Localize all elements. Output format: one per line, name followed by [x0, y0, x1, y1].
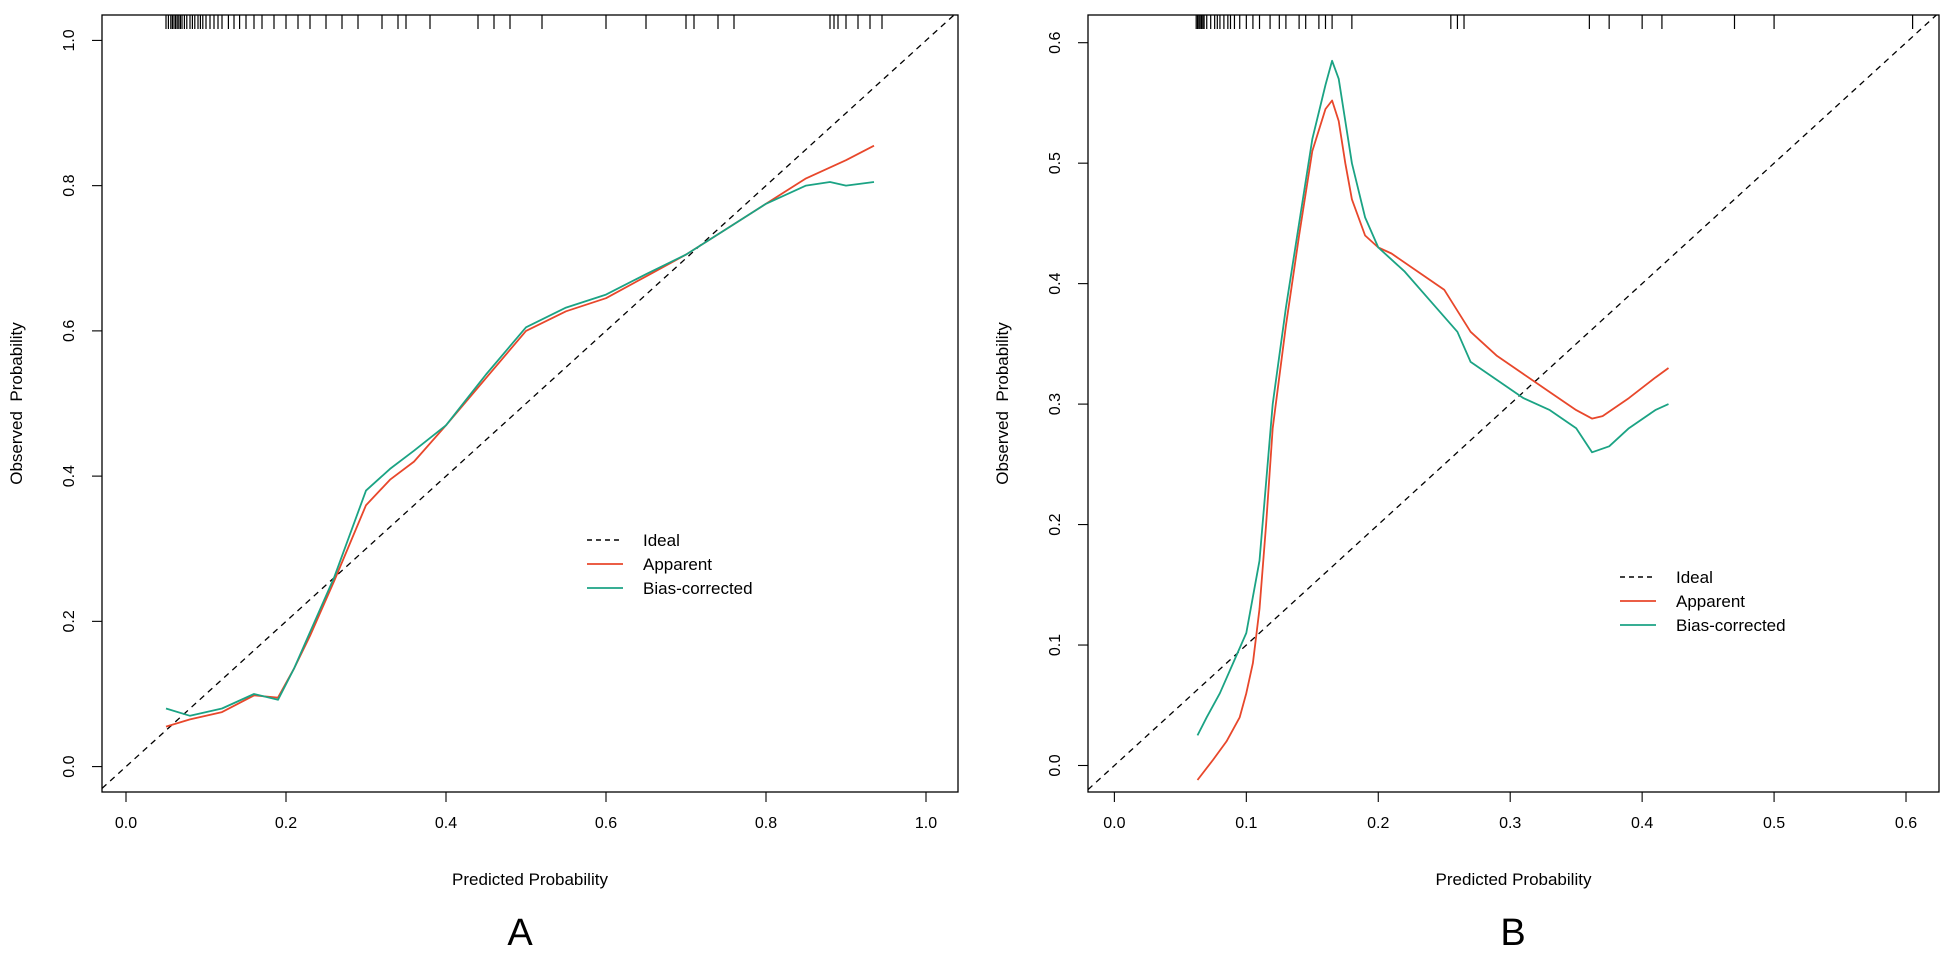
x-tick-label: 0.2 — [1367, 815, 1389, 832]
series-line-bias-corrected — [165, 181, 875, 717]
y-tick-label: 0.3 — [1047, 393, 1064, 415]
y-axis-title: Observed Probability — [7, 322, 26, 485]
y-tick-label: 0.4 — [1047, 272, 1064, 294]
y-tick-label: 0.0 — [61, 755, 78, 777]
y-tick-label: 1.0 — [61, 29, 78, 51]
y-tick-label: 0.6 — [1047, 31, 1064, 53]
y-tick-label: 0.4 — [61, 465, 78, 487]
legend-label-ideal: Ideal — [643, 531, 680, 550]
y-tick-label: 0.8 — [61, 174, 78, 196]
y-tick-label: 0.2 — [1047, 513, 1064, 535]
panel-label: B — [1500, 912, 1525, 954]
x-tick-label: 0.6 — [595, 815, 617, 832]
plot-area — [102, 15, 956, 789]
x-tick-label: 0.0 — [115, 815, 137, 832]
x-axis-title: Predicted Probability — [452, 870, 608, 889]
x-tick-label: 0.0 — [1103, 815, 1125, 832]
x-tick-label: 1.0 — [915, 815, 937, 832]
legend-label-apparent: Apparent — [643, 555, 712, 574]
series-line-bias-corrected — [1196, 59, 1669, 736]
legend: Ideal Apparent Bias-corrected — [587, 531, 753, 598]
legend-label-ideal: Ideal — [1676, 568, 1713, 587]
x-tick-label: 0.5 — [1763, 815, 1785, 832]
x-tick-label: 0.4 — [435, 815, 457, 832]
series-line-apparent — [1196, 99, 1670, 781]
series-line-ideal — [1088, 15, 1938, 791]
y-tick-label: 0.1 — [1047, 634, 1064, 656]
y-tick-label: 0.5 — [1047, 152, 1064, 174]
panel-label: A — [507, 912, 533, 954]
y-tick-label: 0.0 — [1047, 754, 1064, 776]
plot-frame — [101, 14, 959, 793]
x-tick-label: 0.6 — [1895, 815, 1917, 832]
y-tick-label: 0.6 — [61, 320, 78, 342]
calibration-panel-a: 0.0 0.2 0.4 0.6 0.8 1.0 0.0 0.2 0.4 0.6 0.8 1.0 Pred… — [7, 14, 959, 954]
plot-frame — [1087, 14, 1940, 793]
legend: Ideal Apparent Bias-corrected — [1620, 568, 1786, 635]
y-axis-title: Observed Probability — [993, 322, 1012, 485]
x-tick-label: 0.3 — [1499, 815, 1521, 832]
y-tick-label: 0.2 — [61, 610, 78, 632]
legend-label-bias-corrected: Bias-corrected — [1676, 616, 1786, 635]
x-axis-title: Predicted Probability — [1436, 870, 1592, 889]
x-tick-label: 0.2 — [275, 815, 297, 832]
calibration-panel-b: 0.0 0.1 0.2 0.3 0.4 0.5 0.6 0.0 0.1 0.2 0.3 0.4 0.5 0… — [993, 14, 1940, 954]
x-tick-label: 0.8 — [755, 815, 777, 832]
legend-label-bias-corrected: Bias-corrected — [643, 579, 753, 598]
plot-area — [1088, 15, 1938, 791]
series-line-apparent — [165, 144, 875, 728]
series-line-ideal — [102, 15, 956, 789]
x-tick-label: 0.1 — [1235, 815, 1257, 832]
x-tick-label: 0.4 — [1631, 815, 1653, 832]
legend-label-apparent: Apparent — [1676, 592, 1745, 611]
